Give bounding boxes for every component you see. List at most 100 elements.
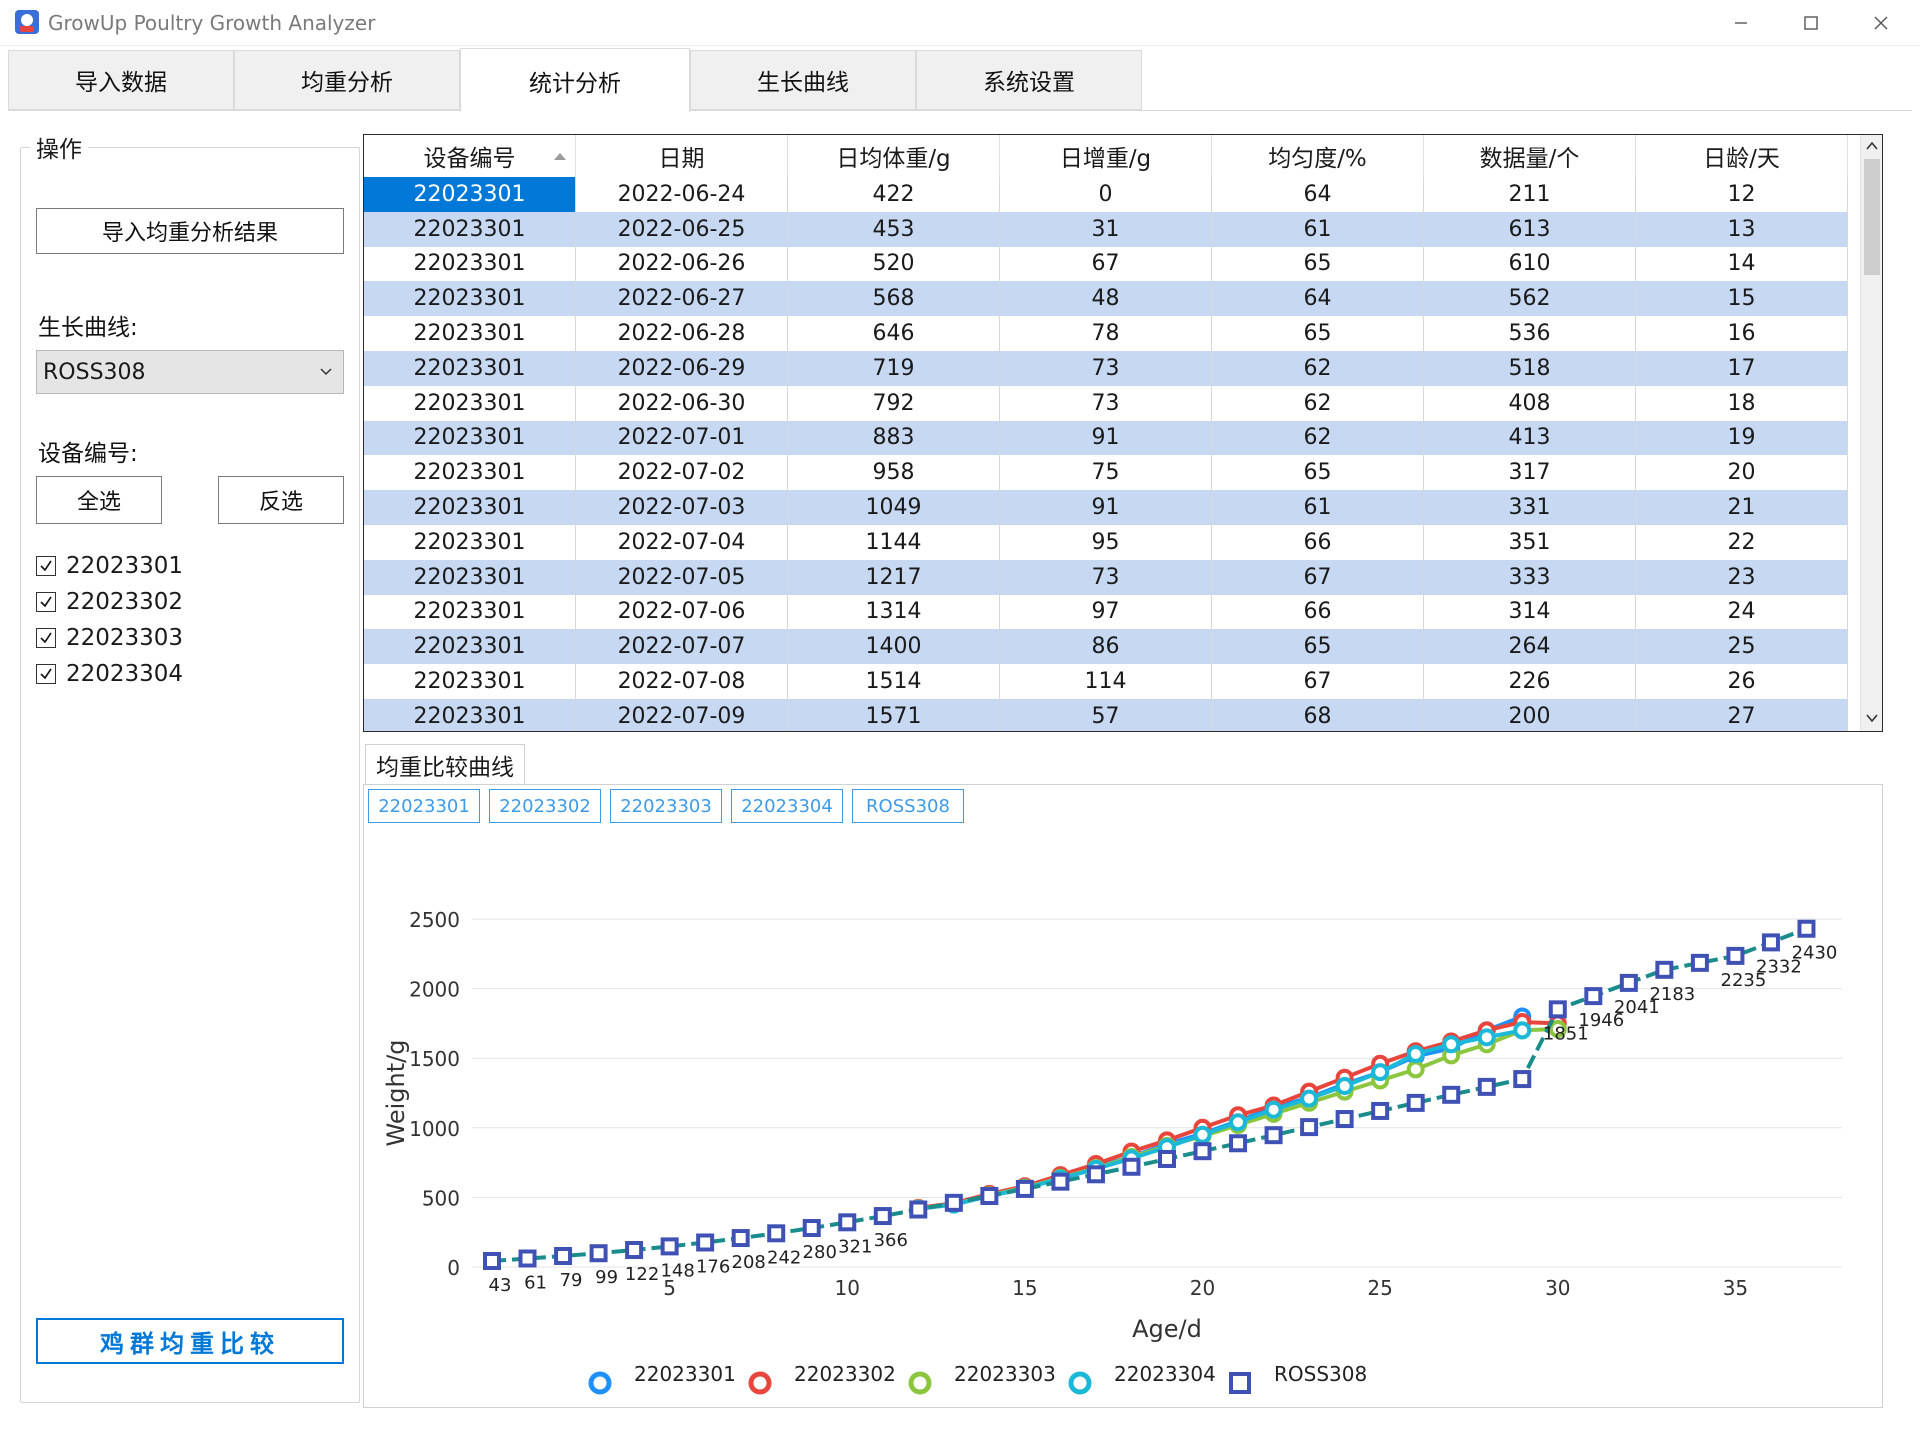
table-row[interactable]: 22023301 2022-06-28 646 78 65 536 16: [364, 316, 1848, 351]
table-cell[interactable]: 22023301: [364, 350, 576, 386]
series-button-22023304[interactable]: 22023304: [731, 789, 843, 823]
table-cell[interactable]: 2022-07-09: [576, 698, 788, 731]
table-cell[interactable]: 453: [788, 211, 1000, 247]
checkbox[interactable]: [36, 556, 56, 576]
table-cell[interactable]: 75: [1000, 455, 1212, 491]
table-cell[interactable]: 351: [1424, 524, 1636, 560]
table-cell[interactable]: 22023301: [364, 281, 576, 317]
device-checkbox-22023303[interactable]: 22023303: [36, 623, 183, 653]
device-checkbox-22023302[interactable]: 22023302: [36, 587, 183, 617]
table-cell[interactable]: 2022-07-04: [576, 524, 788, 560]
table-cell[interactable]: 568: [788, 281, 1000, 317]
table-cell[interactable]: 422: [788, 177, 1000, 212]
table-cell[interactable]: 15: [1636, 281, 1848, 317]
table-cell[interactable]: 114: [1000, 664, 1212, 699]
table-cell[interactable]: 211: [1424, 177, 1636, 212]
table-cell[interactable]: 719: [788, 350, 1000, 386]
table-cell[interactable]: 1217: [788, 559, 1000, 595]
table-cell[interactable]: 2022-06-27: [576, 281, 788, 317]
scrollbar-thumb[interactable]: [1864, 159, 1880, 275]
table-cell[interactable]: 14: [1636, 246, 1848, 282]
table-cell[interactable]: 22023301: [364, 385, 576, 421]
select-all-button[interactable]: 全选: [36, 476, 162, 524]
checkbox[interactable]: [36, 664, 56, 684]
table-row[interactable]: 22023301 2022-06-30 792 73 62 408 18: [364, 385, 1848, 421]
table-cell[interactable]: 65: [1212, 316, 1424, 351]
table-cell[interactable]: 66: [1212, 524, 1424, 560]
column-header[interactable]: 日增重/g: [1000, 135, 1212, 177]
table-cell[interactable]: 22023301: [364, 211, 576, 247]
table-cell[interactable]: 65: [1212, 455, 1424, 491]
table-cell[interactable]: 22023301: [364, 316, 576, 351]
table-cell[interactable]: 91: [1000, 490, 1212, 525]
table-cell[interactable]: 646: [788, 316, 1000, 351]
series-button-22023302[interactable]: 22023302: [489, 789, 601, 823]
table-cell[interactable]: 536: [1424, 316, 1636, 351]
table-cell[interactable]: 200: [1424, 698, 1636, 731]
tab-average-weight[interactable]: 均重分析: [234, 50, 460, 110]
table-cell[interactable]: 67: [1212, 559, 1424, 595]
series-button-ross308[interactable]: ROSS308: [852, 789, 964, 823]
table-row[interactable]: 22023301 2022-06-24 422 0 64 211 12: [364, 177, 1848, 212]
table-cell[interactable]: 2022-06-28: [576, 316, 788, 351]
table-cell[interactable]: 1314: [788, 594, 1000, 630]
tab-import-data[interactable]: 导入数据: [8, 50, 234, 110]
table-cell[interactable]: 317: [1424, 455, 1636, 491]
table-cell[interactable]: 22023301: [364, 177, 576, 212]
checkbox[interactable]: [36, 592, 56, 612]
table-cell[interactable]: 61: [1212, 490, 1424, 525]
column-header[interactable]: 设备编号: [364, 135, 576, 177]
table-row[interactable]: 22023301 2022-06-26 520 67 65 610 14: [364, 246, 1848, 282]
table-cell[interactable]: 22023301: [364, 490, 576, 525]
table-cell[interactable]: 1571: [788, 698, 1000, 731]
table-cell[interactable]: 2022-06-25: [576, 211, 788, 247]
column-header[interactable]: 数据量/个: [1424, 135, 1636, 177]
device-checkbox-22023301[interactable]: 22023301: [36, 551, 183, 581]
table-cell[interactable]: 22023301: [364, 559, 576, 595]
series-button-22023301[interactable]: 22023301: [368, 789, 480, 823]
table-cell[interactable]: 67: [1000, 246, 1212, 282]
tab-statistics[interactable]: 统计分析: [460, 48, 690, 112]
table-cell[interactable]: 67: [1212, 664, 1424, 699]
table-cell[interactable]: 19: [1636, 420, 1848, 456]
table-cell[interactable]: 78: [1000, 316, 1212, 351]
table-cell[interactable]: 520: [788, 246, 1000, 282]
table-cell[interactable]: 23: [1636, 559, 1848, 595]
table-cell[interactable]: 2022-07-07: [576, 629, 788, 665]
table-cell[interactable]: 68: [1212, 698, 1424, 731]
table-cell[interactable]: 2022-07-05: [576, 559, 788, 595]
table-cell[interactable]: 65: [1212, 629, 1424, 665]
table-row[interactable]: 22023301 2022-06-25 453 31 61 613 13: [364, 211, 1848, 247]
table-cell[interactable]: 2022-06-29: [576, 350, 788, 386]
table-cell[interactable]: 73: [1000, 385, 1212, 421]
table-row[interactable]: 22023301 2022-07-08 1514 114 67 226 26: [364, 664, 1848, 699]
table-cell[interactable]: 958: [788, 455, 1000, 491]
table-cell[interactable]: 2022-07-02: [576, 455, 788, 491]
table-cell[interactable]: 62: [1212, 385, 1424, 421]
table-cell[interactable]: 48: [1000, 281, 1212, 317]
table-cell[interactable]: 610: [1424, 246, 1636, 282]
table-row[interactable]: 22023301 2022-07-02 958 75 65 317 20: [364, 455, 1848, 491]
tab-settings[interactable]: 系统设置: [916, 50, 1142, 110]
table-cell[interactable]: 22023301: [364, 629, 576, 665]
table-cell[interactable]: 66: [1212, 594, 1424, 630]
table-cell[interactable]: 518: [1424, 350, 1636, 386]
table-cell[interactable]: 792: [788, 385, 1000, 421]
table-cell[interactable]: 314: [1424, 594, 1636, 630]
table-cell[interactable]: 64: [1212, 281, 1424, 317]
table-cell[interactable]: 12: [1636, 177, 1848, 212]
table-cell[interactable]: 13: [1636, 211, 1848, 247]
table-row[interactable]: 22023301 2022-07-03 1049 91 61 331 21: [364, 490, 1848, 525]
close-button[interactable]: [1846, 0, 1916, 46]
table-row[interactable]: 22023301 2022-07-04 1144 95 66 351 22: [364, 524, 1848, 560]
table-cell[interactable]: 57: [1000, 698, 1212, 731]
table-cell[interactable]: 22023301: [364, 698, 576, 731]
table-cell[interactable]: 73: [1000, 350, 1212, 386]
table-cell[interactable]: 2022-06-26: [576, 246, 788, 282]
device-checkbox-22023304[interactable]: 22023304: [36, 659, 183, 689]
table-cell[interactable]: 1514: [788, 664, 1000, 699]
table-cell[interactable]: 95: [1000, 524, 1212, 560]
scroll-up-icon[interactable]: [1865, 139, 1879, 153]
table-cell[interactable]: 16: [1636, 316, 1848, 351]
checkbox[interactable]: [36, 628, 56, 648]
